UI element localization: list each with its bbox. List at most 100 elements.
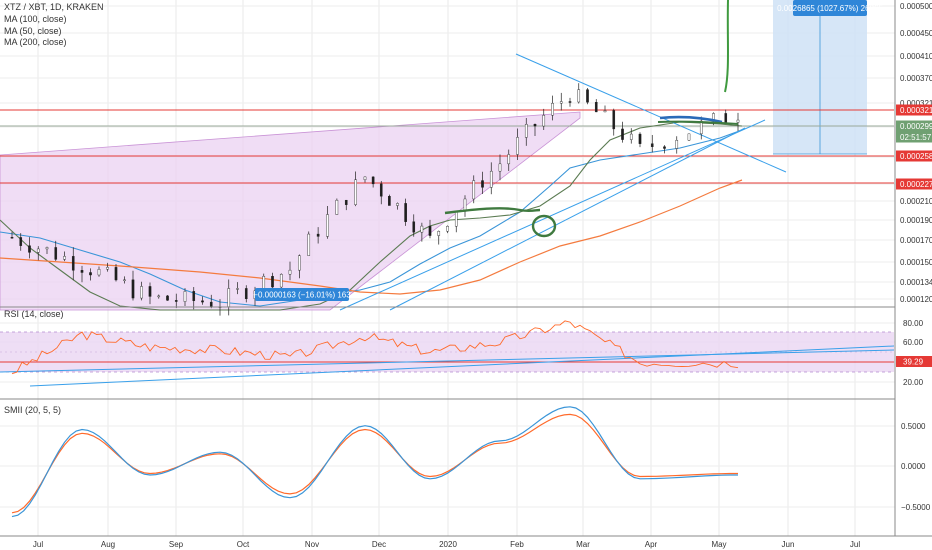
candle-body — [388, 196, 391, 206]
candle-body — [97, 269, 101, 276]
measure-tooltip-down-text: −0.0000163 (−16.01%) 163 — [253, 291, 351, 300]
time-axis-labels: Jul Aug Sep Oct Nov Dec 2020 Feb Mar Apr May Jun Jul — [33, 540, 860, 549]
time-axis-label: Dec — [372, 540, 386, 549]
rsi-trendline-2[interactable] — [0, 349, 895, 373]
candle-body — [236, 288, 239, 290]
smii-axis-label: −0.5000 — [901, 503, 931, 512]
candle-body — [89, 272, 92, 276]
candle-body — [638, 133, 642, 144]
candle-body — [577, 89, 581, 103]
rsi-current-tag-bg — [896, 356, 932, 367]
candle-body — [106, 267, 109, 270]
time-axis-label: May — [711, 540, 726, 549]
measure-tooltip-up[interactable]: 0.0026865 (1027.67%) 26865 — [777, 0, 883, 16]
candle-body — [559, 101, 563, 104]
candle-body — [326, 214, 329, 237]
rsi-trendline-1[interactable] — [29, 345, 895, 387]
candle-body — [36, 248, 40, 253]
candle-body — [724, 113, 728, 123]
candle-body — [298, 255, 301, 271]
candle-body — [174, 300, 178, 302]
price-tag-bg — [896, 104, 932, 116]
candle-body — [80, 270, 84, 273]
measure-tooltip-up-bg — [793, 0, 867, 16]
candle-body — [437, 231, 441, 236]
candle-body — [227, 288, 231, 307]
freehand-drawing-3[interactable] — [657, 120, 739, 125]
candle-body — [123, 279, 126, 282]
candle-body — [183, 291, 187, 302]
legend-symbol: XTZ / XBT, 1D, KRAKEN — [4, 2, 104, 12]
rsi-current-tag-text: 39.29 — [903, 358, 924, 367]
smii-pane[interactable]: SMII (20, 5, 5) — [4, 405, 738, 518]
smii-axis-label: 0.5000 — [901, 422, 926, 431]
candle-body — [551, 103, 554, 116]
candle-body — [148, 286, 152, 297]
candle-body — [428, 225, 432, 236]
candle-body — [114, 267, 118, 281]
measure-tooltip-down[interactable]: −0.0000163 (−16.01%) 163 — [253, 288, 351, 301]
candle-body — [192, 291, 196, 301]
candle-body — [524, 124, 528, 138]
freehand-circle[interactable] — [531, 214, 557, 238]
time-axis-label: Jul — [850, 540, 860, 549]
time-axis-label: Jun — [782, 540, 795, 549]
time-axis-label: 2020 — [439, 540, 457, 549]
time-axis-label: Sep — [169, 540, 184, 549]
candle-body — [446, 225, 449, 232]
candle-body — [279, 274, 283, 288]
freehand-drawing-4[interactable] — [724, 0, 729, 93]
candle-body — [19, 237, 23, 246]
trendline-upper-descending[interactable] — [515, 53, 787, 173]
candle-body — [542, 115, 546, 127]
candle-body — [54, 247, 58, 260]
trendline-lower[interactable] — [339, 119, 766, 311]
price-tag-label: 0.0002586 — [900, 152, 932, 161]
price-pane[interactable]: 0.0026865 (1027.67%) 26865 −0.0000163 (−… — [0, 0, 894, 316]
price-tag-label: 0.0002992 — [900, 122, 932, 131]
freehand-drawing-1[interactable] — [444, 207, 541, 215]
candle-body — [612, 110, 616, 130]
candle-body — [404, 203, 407, 222]
candle-body — [650, 143, 654, 147]
candle-body — [71, 256, 75, 271]
candle-body — [412, 221, 416, 233]
candle-body — [675, 140, 679, 149]
freehand-drawing-2[interactable] — [659, 115, 723, 124]
trendline-mid[interactable] — [389, 127, 746, 311]
candle-body — [201, 300, 204, 303]
candle-body — [131, 279, 135, 299]
candle-body — [363, 176, 367, 180]
time-axis-label: Feb — [510, 540, 524, 549]
candle-body — [498, 163, 502, 172]
time-axis-label: Nov — [305, 540, 319, 549]
candle-body — [316, 233, 320, 237]
ma200-line — [0, 179, 743, 295]
candle-body — [271, 276, 274, 288]
time-axis-label: Aug — [101, 540, 115, 549]
candle-body — [736, 119, 740, 123]
candle-body — [335, 199, 339, 215]
time-axis[interactable]: Jul Aug Sep Oct Nov Dec 2020 Feb Mar Apr May Jun Jul — [0, 535, 932, 549]
candle-body — [244, 288, 248, 300]
candle-body — [344, 199, 348, 205]
time-axis-label: Oct — [237, 540, 250, 549]
rsi-current-tag: 39.29 — [896, 356, 932, 367]
candle-body — [371, 176, 375, 185]
rsi-title: RSI (14, close) — [4, 309, 64, 319]
price-tag-bg — [896, 150, 932, 162]
smii-title: SMII (20, 5, 5) — [4, 405, 61, 415]
price-tag-label: 02:51:57 — [900, 133, 932, 142]
candle-body — [209, 301, 213, 308]
candle-body — [663, 146, 666, 149]
time-axis-label: Jul — [33, 540, 43, 549]
candle-body — [621, 128, 624, 140]
rsi-pane[interactable]: RSI (14, close) — [0, 309, 895, 387]
price-tag-bg — [896, 120, 932, 132]
